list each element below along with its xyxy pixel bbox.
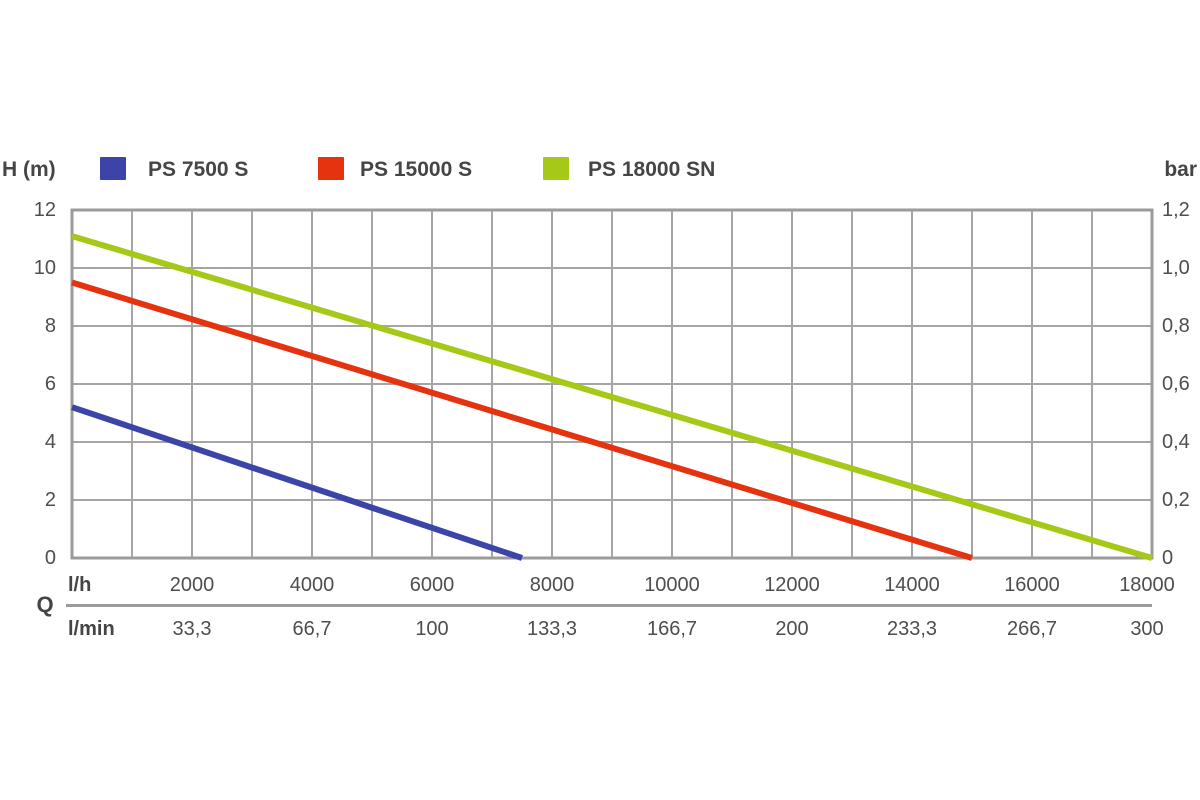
legend-swatch [100, 157, 126, 180]
legend-label-ps-18000-sn: PS 18000 SN [588, 158, 716, 181]
legend-swatch [543, 157, 569, 180]
y-right-tick: 0,6 [1162, 373, 1190, 395]
x-tick-lmin: 200 [775, 618, 809, 640]
y-left-tick: 6 [44, 373, 56, 395]
x-axis-secondary-unit-label: l/min [68, 618, 115, 640]
x-tick-lh: 4000 [289, 574, 335, 596]
x-tick-lh: 12000 [764, 574, 820, 596]
x-tick-lmin: 233,3 [886, 618, 938, 640]
x-tick-lh: 10000 [644, 574, 700, 596]
legend-swatch [318, 157, 344, 180]
y-right-tick: 0 [1162, 547, 1174, 569]
y-left-tick: 4 [44, 431, 56, 453]
y-left-tick: 8 [44, 315, 56, 337]
x-tick-lmin: 133,3 [526, 618, 578, 640]
legend-label-ps-7500-s: PS 7500 S [148, 158, 249, 181]
y-left-tick: 12 [33, 199, 56, 221]
y-left-tick: 0 [44, 547, 56, 569]
x-tick-lh: 16000 [1004, 574, 1060, 596]
y-right-tick: 0,4 [1162, 431, 1190, 453]
x-axis-row-separator [66, 604, 1152, 607]
y-left-tick: 2 [44, 489, 56, 511]
y-right-tick: 1,2 [1162, 199, 1190, 221]
x-tick-lh: 2000 [169, 574, 215, 596]
x-tick-lmin: 300 [1130, 618, 1164, 640]
y-left-axis-unit-label: H (m) [2, 158, 56, 181]
x-tick-lh: 8000 [529, 574, 575, 596]
x-tick-lmin: 66,7 [292, 618, 332, 640]
y-right-tick: 0,8 [1162, 315, 1190, 337]
x-axis-primary-unit-label: l/h [68, 574, 92, 596]
x-tick-lh: 18000 [1119, 574, 1175, 596]
y-right-axis-unit-label: bar [1164, 158, 1197, 181]
y-right-tick: 0,2 [1162, 489, 1190, 511]
x-tick-lmin: 266,7 [1006, 618, 1058, 640]
x-tick-lh: 14000 [884, 574, 940, 596]
x-tick-lh: 6000 [409, 574, 455, 596]
x-tick-lmin: 166,7 [646, 618, 698, 640]
legend-label-ps-15000-s: PS 15000 S [360, 158, 473, 181]
x-tick-lmin: 100 [415, 618, 449, 640]
x-tick-lmin: 33,3 [172, 618, 212, 640]
y-right-tick: 1,0 [1162, 257, 1190, 279]
x-axis-quantity-symbol: Q [36, 592, 54, 617]
y-left-tick: 10 [33, 257, 56, 279]
